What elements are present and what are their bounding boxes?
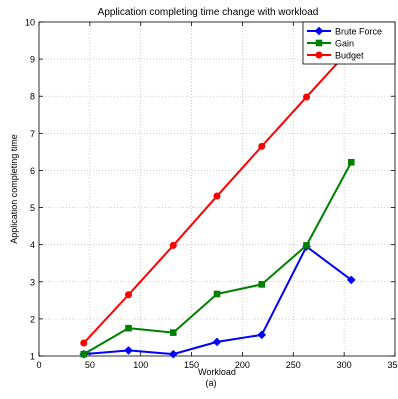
- data-point-brute-force: [124, 346, 133, 355]
- data-point-gain: [125, 324, 132, 332]
- series-budget: [80, 44, 355, 347]
- data-point-brute-force: [168, 349, 178, 359]
- data-point-gain: [213, 290, 221, 298]
- y-tick-label: 9: [30, 55, 35, 65]
- figure-caption: (a): [206, 378, 217, 388]
- x-tick-label: 150: [184, 360, 199, 370]
- y-tick-label: 2: [30, 314, 35, 324]
- data-point-budget: [258, 142, 266, 150]
- y-tick-label: 3: [30, 277, 35, 287]
- legend-label-brute-force: Brute Force: [335, 27, 382, 37]
- y-tick-label: 5: [30, 203, 35, 213]
- series-group: [79, 44, 356, 359]
- legend-swatch-marker-gain: [315, 39, 323, 47]
- data-point-brute-force: [257, 330, 267, 340]
- y-tick-label: 8: [30, 92, 35, 102]
- y-tick-label: 4: [30, 240, 35, 250]
- y-tick-label: 7: [30, 129, 35, 139]
- legend-label-budget: Budget: [335, 51, 364, 61]
- legend: Brute Force Gain Budget: [302, 21, 396, 65]
- series-brute-force: [79, 242, 356, 359]
- series-gain: [80, 158, 355, 358]
- series-line-gain: [83, 161, 353, 356]
- axis-ticks: 0 50 100 150 200 250 300 350 1 2 3 4 5 6 7 8 9 10: [25, 18, 398, 371]
- legend-swatch-marker-budget: [315, 51, 323, 59]
- x-tick-label: 50: [85, 360, 95, 370]
- grid-lines: [39, 22, 395, 356]
- legend-swatch-marker-brute-force: [314, 26, 324, 36]
- x-tick-label: 100: [133, 360, 148, 370]
- chart-title: Application completing time change with …: [98, 7, 319, 18]
- data-point-budget: [213, 192, 221, 200]
- legend-label-gain: Gain: [335, 39, 354, 49]
- x-tick-label: 0: [36, 360, 41, 370]
- y-axis-label: Application completing time: [9, 134, 19, 244]
- x-tick-label: 250: [286, 360, 301, 370]
- y-tick-label: 1: [30, 352, 35, 362]
- data-point-brute-force: [212, 337, 222, 347]
- plot-area-frame: [38, 21, 396, 357]
- data-point-budget: [303, 93, 311, 101]
- x-axis-label: Workload: [198, 367, 236, 377]
- data-point-gain: [303, 242, 310, 249]
- data-point-gain: [80, 350, 88, 358]
- data-point-brute-force: [346, 275, 356, 285]
- x-tick-label: 350: [387, 360, 398, 370]
- data-point-gain: [258, 281, 266, 288]
- data-point-gain: [347, 158, 355, 166]
- x-tick-label: 300: [337, 360, 352, 370]
- y-tick-label: 10: [25, 18, 35, 28]
- y-tick-label: 6: [30, 166, 35, 176]
- x-tick-label: 200: [235, 360, 250, 370]
- data-point-budget: [80, 339, 88, 347]
- data-point-budget: [169, 241, 177, 249]
- data-point-budget: [125, 291, 133, 299]
- data-point-gain: [169, 329, 177, 336]
